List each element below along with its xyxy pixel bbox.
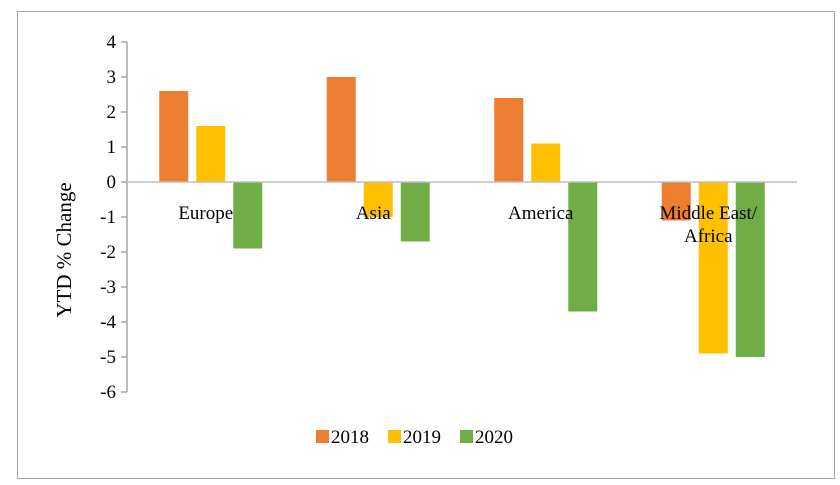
bar-2019 xyxy=(363,182,393,217)
y-tick-label: 0 xyxy=(107,172,117,193)
y-tick-label: 2 xyxy=(107,102,117,123)
category-label: Africa xyxy=(684,226,733,247)
legend-label-2020: 2020 xyxy=(475,427,513,448)
y-tick-label: 1 xyxy=(107,137,117,158)
bar-2018 xyxy=(326,77,356,182)
bar-2019 xyxy=(698,182,728,354)
y-tick-label: -1 xyxy=(100,207,116,228)
bar-2018 xyxy=(661,182,691,221)
bar-2019 xyxy=(531,143,561,182)
legend-label-2018: 2018 xyxy=(331,427,369,448)
bar-2018 xyxy=(159,91,189,182)
y-tick-label: -4 xyxy=(100,312,116,333)
bar-2020 xyxy=(233,182,263,249)
y-tick-label: -2 xyxy=(100,242,116,263)
bar-2020 xyxy=(735,182,765,357)
legend: 2018 2019 2020 xyxy=(316,427,513,448)
y-tick-label: -5 xyxy=(100,347,116,368)
y-tick-label: 4 xyxy=(107,32,117,53)
legend-swatch-2020 xyxy=(460,430,473,443)
bar-2018 xyxy=(494,98,524,182)
legend-label-2019: 2019 xyxy=(403,427,441,448)
category-label: Middle East/ xyxy=(659,203,757,224)
legend-swatch-2019 xyxy=(388,430,401,443)
legend-swatch-2018 xyxy=(316,430,329,443)
y-axis-title: YTD % Change xyxy=(52,182,76,317)
plot-area: 4 3 2 1 0 -1 -2 -3 -4 -5 -6 Europe Asia America Middle… xyxy=(100,32,797,403)
bar-2019 xyxy=(196,126,226,182)
chart-area xyxy=(17,11,835,479)
bar-2020 xyxy=(568,182,598,312)
category-label: Europe xyxy=(178,203,233,224)
category-label: America xyxy=(508,203,574,224)
y-tick-label: 3 xyxy=(107,67,117,88)
y-tick-label: -6 xyxy=(100,382,116,403)
category-label: Asia xyxy=(356,203,391,224)
bar-2020 xyxy=(400,182,430,242)
y-tick-label: -3 xyxy=(100,277,116,298)
